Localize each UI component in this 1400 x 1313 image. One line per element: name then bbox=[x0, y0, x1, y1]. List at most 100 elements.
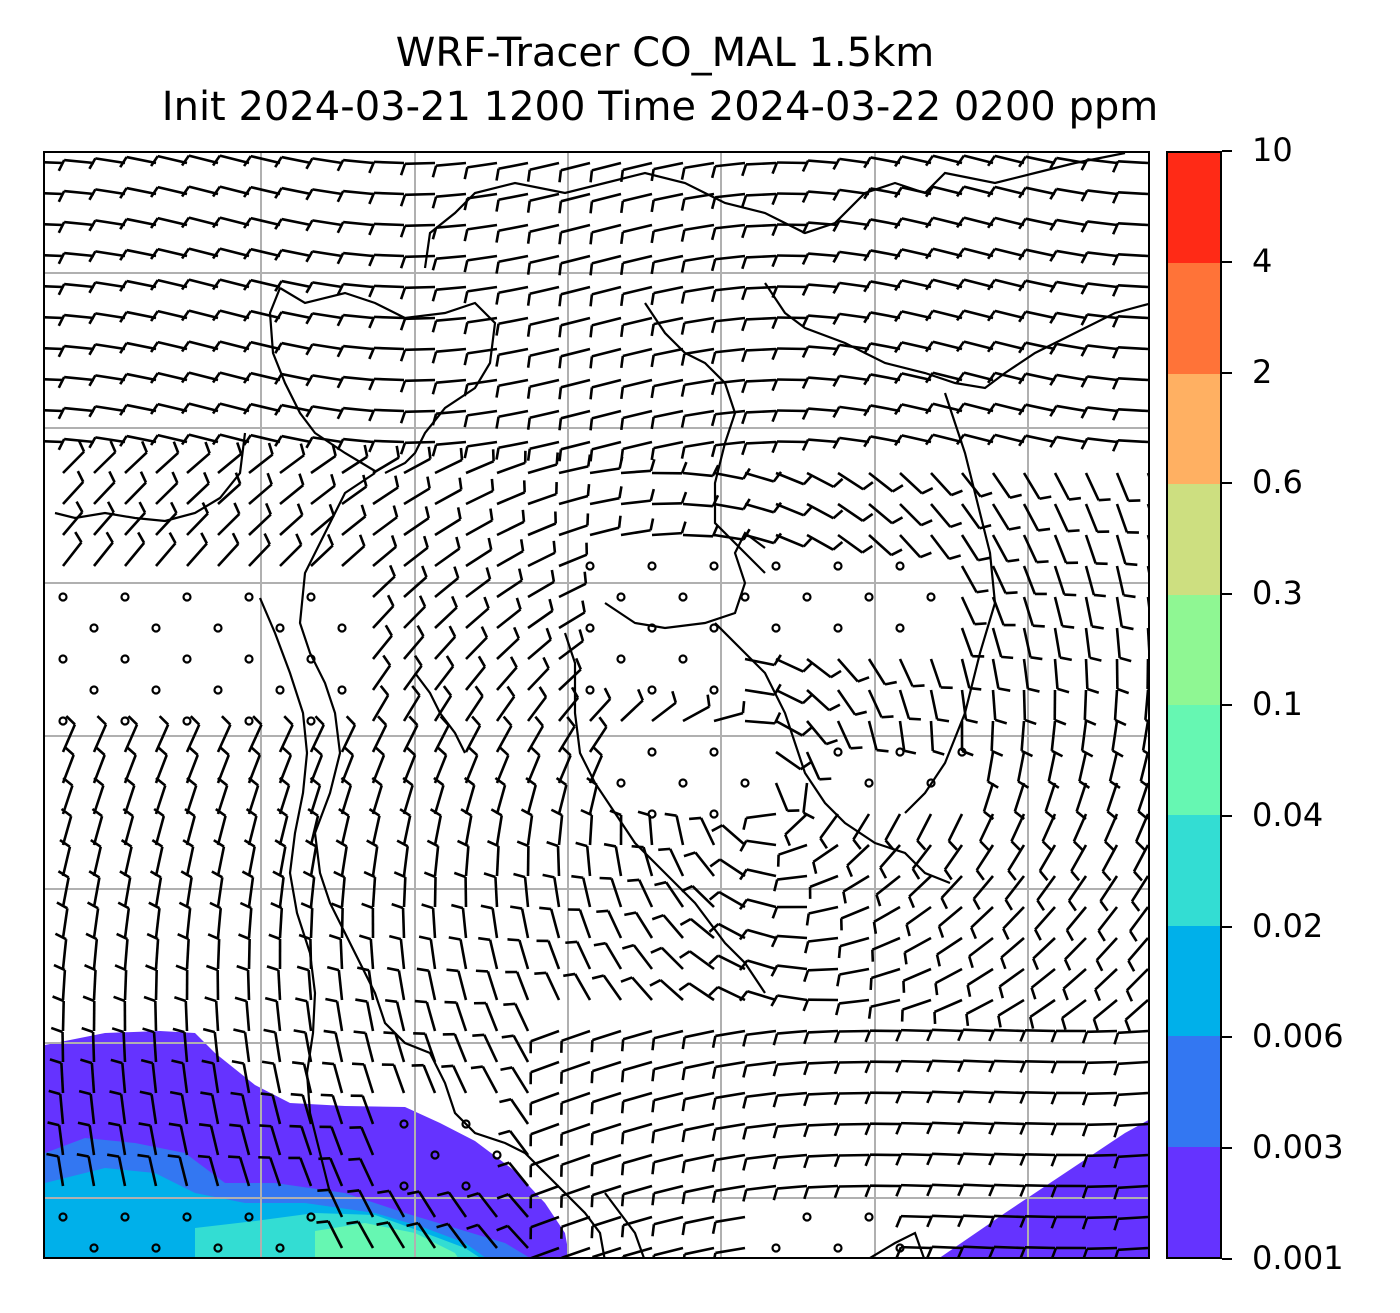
wind-barb-staff bbox=[560, 223, 591, 234]
wind-barb-feather bbox=[431, 227, 438, 240]
wind-barb-feather bbox=[772, 1126, 779, 1139]
wind-barb-staff bbox=[1087, 158, 1118, 165]
wind-barb-staff bbox=[518, 939, 530, 970]
wind-barb-staff bbox=[991, 534, 1009, 562]
coastline-segment bbox=[563, 632, 766, 994]
wind-barb-feather bbox=[167, 1154, 180, 1159]
wind-barb-staff bbox=[1056, 187, 1087, 196]
wind-barb-staff bbox=[529, 409, 560, 420]
wind-barb-feather bbox=[894, 341, 903, 354]
wind-barb-staff bbox=[496, 520, 525, 537]
wind-barb-feather bbox=[710, 289, 717, 303]
wind-barb-feather bbox=[180, 340, 190, 353]
wind-barb-feather bbox=[710, 413, 717, 427]
wind-barb-staff bbox=[607, 910, 623, 939]
wind-barb-feather bbox=[1049, 157, 1058, 169]
wind-barb-feather bbox=[706, 694, 711, 707]
wind-barb-staff bbox=[341, 515, 367, 537]
wind-barb-feather bbox=[495, 323, 500, 336]
wind-barb-staff bbox=[434, 518, 462, 537]
wind-barb-feather bbox=[650, 385, 655, 399]
wind-barb-staff bbox=[993, 1152, 1025, 1157]
wind-barb-feather bbox=[586, 454, 592, 467]
wind-barb-staff bbox=[433, 694, 453, 722]
wind-barb-feather bbox=[361, 902, 374, 910]
wind-barb-staff bbox=[592, 1060, 622, 1073]
wind-barb-staff bbox=[776, 440, 808, 444]
wind-barb-feather bbox=[526, 448, 532, 461]
wind-barb-feather bbox=[1080, 220, 1089, 233]
wind-barb-staff bbox=[496, 608, 522, 630]
wind-barb-staff bbox=[837, 533, 864, 554]
wind-barb-feather bbox=[390, 535, 398, 548]
calm-wind-marker bbox=[120, 592, 130, 602]
wind-barb-feather bbox=[485, 567, 492, 580]
wind-barb-feather bbox=[771, 255, 779, 268]
wind-barb-staff bbox=[481, 1065, 499, 1094]
wind-barb-feather bbox=[1041, 840, 1053, 851]
wind-barb-feather bbox=[955, 340, 965, 353]
wind-barb-feather bbox=[955, 371, 965, 384]
wind-barb-feather bbox=[801, 377, 810, 390]
wind-barb-feather bbox=[320, 1093, 333, 1097]
colorbar-tick-label: 10 bbox=[1252, 131, 1293, 169]
wind-barb-staff bbox=[124, 481, 147, 505]
wind-barb-staff bbox=[309, 877, 316, 908]
wind-barb-feather bbox=[836, 974, 841, 987]
wind-barb-feather bbox=[305, 250, 314, 263]
wind-barb-staff bbox=[1086, 1246, 1118, 1251]
map-panel[interactable] bbox=[43, 151, 1150, 1259]
wind-barb-staff bbox=[1075, 782, 1088, 812]
wind-barb-feather bbox=[268, 933, 281, 941]
wind-barb-staff bbox=[715, 254, 746, 261]
wind-barb-staff bbox=[373, 315, 405, 320]
wind-barb-feather bbox=[431, 413, 438, 426]
wind-barb-feather bbox=[773, 879, 779, 892]
wind-barb-feather bbox=[681, 1036, 686, 1050]
wind-barb-feather bbox=[336, 345, 345, 358]
wind-barb-feather bbox=[453, 566, 460, 579]
wind-barb-feather bbox=[460, 808, 472, 817]
wind-barb-staff bbox=[155, 512, 178, 536]
map-title-line2: Init 2024-03-21 1200 Time 2024-03-22 020… bbox=[161, 84, 1159, 130]
wind-barb-staff bbox=[684, 1029, 715, 1039]
wind-barb-feather bbox=[651, 1162, 656, 1175]
wind-barb-feather bbox=[1080, 189, 1089, 202]
wind-barb-staff bbox=[591, 192, 622, 203]
wind-barb-feather bbox=[446, 968, 459, 973]
wind-barb-feather bbox=[180, 402, 190, 415]
colorbar-tick-label: 0.001 bbox=[1252, 1239, 1344, 1277]
wind-barb-staff bbox=[188, 154, 219, 165]
wind-barb-feather bbox=[986, 403, 996, 415]
wind-barb-feather bbox=[650, 416, 655, 430]
wind-barb-staff bbox=[962, 1183, 994, 1188]
wind-barb-feather bbox=[300, 902, 313, 910]
wind-barb-feather bbox=[710, 196, 717, 210]
wind-barb-staff bbox=[436, 378, 467, 384]
wind-barb-staff bbox=[901, 248, 932, 258]
wind-barb-staff bbox=[653, 254, 684, 264]
wind-barb-staff bbox=[1084, 627, 1092, 658]
wind-barb-feather bbox=[266, 472, 273, 485]
colorbar-segment bbox=[1168, 594, 1220, 705]
wind-barb-staff bbox=[498, 316, 529, 326]
wind-barb-staff bbox=[776, 285, 808, 289]
wind-barb-feather bbox=[539, 906, 552, 911]
wind-barb-feather bbox=[689, 816, 702, 821]
wind-barb-feather bbox=[180, 371, 190, 384]
wind-barb-feather bbox=[1080, 344, 1089, 357]
wind-barb-staff bbox=[870, 218, 901, 227]
wind-barb-feather bbox=[261, 1060, 275, 1065]
wind-barb-staff bbox=[807, 190, 839, 196]
wind-barb-staff bbox=[309, 907, 314, 939]
wind-barb-staff bbox=[911, 844, 933, 870]
wind-barb-feather bbox=[988, 1184, 996, 1197]
wind-barb-staff bbox=[638, 879, 654, 908]
wind-barb-staff bbox=[1117, 1060, 1148, 1066]
wind-barb-feather bbox=[1111, 408, 1120, 421]
wind-barb-staff bbox=[994, 309, 1025, 320]
wind-barb-feather bbox=[1033, 928, 1042, 941]
wind-barb-staff bbox=[682, 533, 714, 538]
wind-barb-feather bbox=[926, 1246, 934, 1257]
wind-barb-feather bbox=[408, 715, 419, 727]
